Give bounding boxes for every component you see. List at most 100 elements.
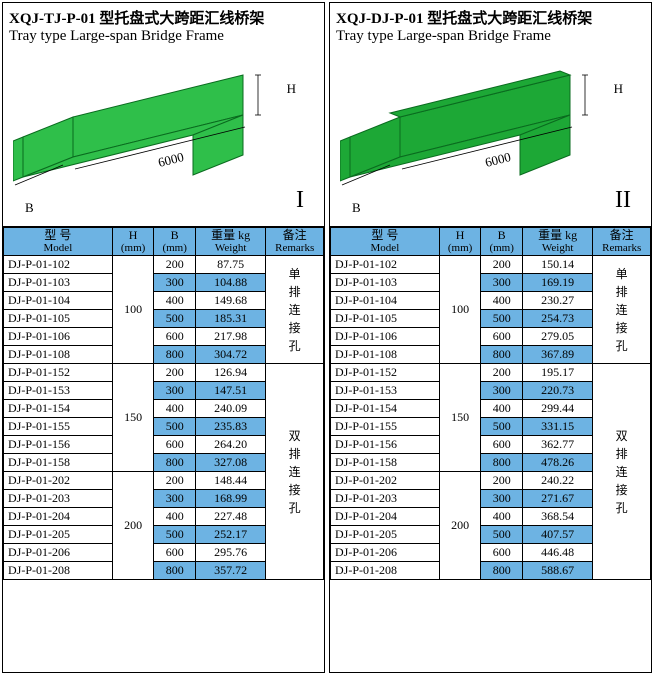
cell-model: DJ-P-01-202 xyxy=(331,472,440,490)
cell-model: DJ-P-01-154 xyxy=(4,400,113,418)
cell-b: 800 xyxy=(481,346,523,364)
cell-model: DJ-P-01-208 xyxy=(331,562,440,580)
cell-b: 400 xyxy=(154,508,196,526)
table-right: 型 号Model H(mm) B(mm) 重量 kgWeight 备注Remar… xyxy=(330,227,651,580)
cell-b: 600 xyxy=(481,436,523,454)
cell-b: 400 xyxy=(481,508,523,526)
tbody-right: DJ-P-01-102100200150.14单排连接孔DJ-P-01-1033… xyxy=(331,256,651,580)
cell-model: DJ-P-01-106 xyxy=(331,328,440,346)
cell-w: 169.19 xyxy=(522,274,592,292)
cell-w: 195.17 xyxy=(522,364,592,382)
cell-h: 150 xyxy=(112,364,154,472)
panel-right: XQJ-DJ-P-01 型托盘式大跨距汇线桥架 Tray type Large-… xyxy=(329,2,652,673)
cell-model: DJ-P-01-104 xyxy=(331,292,440,310)
cell-w: 149.68 xyxy=(195,292,265,310)
cell-remarks: 双排连接孔 xyxy=(593,364,651,580)
cell-b: 300 xyxy=(481,382,523,400)
cell-b: 400 xyxy=(481,400,523,418)
cell-w: 478.26 xyxy=(522,454,592,472)
th-r: 备注Remarks xyxy=(593,228,651,256)
cell-model: DJ-P-01-155 xyxy=(331,418,440,436)
cell-b: 200 xyxy=(481,256,523,274)
cell-model: DJ-P-01-105 xyxy=(4,310,113,328)
cell-w: 240.22 xyxy=(522,472,592,490)
header-left: XQJ-TJ-P-01 型托盘式大跨距汇线桥架 Tray type Large-… xyxy=(3,3,324,47)
cell-model: DJ-P-01-152 xyxy=(4,364,113,382)
cell-model: DJ-P-01-206 xyxy=(331,544,440,562)
cell-w: 368.54 xyxy=(522,508,592,526)
dim-h-right: H xyxy=(614,81,623,97)
cell-b: 800 xyxy=(481,454,523,472)
cell-w: 148.44 xyxy=(195,472,265,490)
th-w: 重量 kgWeight xyxy=(195,228,265,256)
cell-b: 400 xyxy=(154,400,196,418)
cell-b: 200 xyxy=(481,472,523,490)
tray-svg-right xyxy=(340,57,600,207)
cell-model: DJ-P-01-102 xyxy=(4,256,113,274)
cell-w: 407.57 xyxy=(522,526,592,544)
cell-w: 147.51 xyxy=(195,382,265,400)
cell-b: 500 xyxy=(481,418,523,436)
cell-w: 227.48 xyxy=(195,508,265,526)
dim-b-right: B xyxy=(352,200,361,216)
cell-b: 800 xyxy=(154,562,196,580)
panel-left: XQJ-TJ-P-01 型托盘式大跨距汇线桥架 Tray type Large-… xyxy=(2,2,325,673)
cell-w: 271.67 xyxy=(522,490,592,508)
cell-w: 588.67 xyxy=(522,562,592,580)
dim-b-left: B xyxy=(25,200,34,216)
cell-h: 100 xyxy=(112,256,154,364)
cell-model: DJ-P-01-105 xyxy=(331,310,440,328)
tbody-left: DJ-P-01-10210020087.75单排连接孔DJ-P-01-10330… xyxy=(4,256,324,580)
cell-b: 500 xyxy=(481,310,523,328)
diagram-right: H B 6000 II xyxy=(330,47,651,227)
cell-model: DJ-P-01-203 xyxy=(331,490,440,508)
cell-w: 446.48 xyxy=(522,544,592,562)
cell-b: 500 xyxy=(481,526,523,544)
th-model: 型 号Model xyxy=(4,228,113,256)
cell-w: 264.20 xyxy=(195,436,265,454)
cell-w: 220.73 xyxy=(522,382,592,400)
cell-w: 367.89 xyxy=(522,346,592,364)
cell-w: 299.44 xyxy=(522,400,592,418)
cell-model: DJ-P-01-102 xyxy=(331,256,440,274)
cell-h: 100 xyxy=(439,256,481,364)
cell-remarks: 单排连接孔 xyxy=(266,256,324,364)
cell-b: 200 xyxy=(154,364,196,382)
cell-model: DJ-P-01-158 xyxy=(331,454,440,472)
diagram-left: H B 6000 I xyxy=(3,47,324,227)
th-h: H(mm) xyxy=(112,228,154,256)
th-w: 重量 kgWeight xyxy=(522,228,592,256)
cell-b: 400 xyxy=(481,292,523,310)
cell-b: 200 xyxy=(154,256,196,274)
cell-h: 200 xyxy=(112,472,154,580)
cell-h: 200 xyxy=(439,472,481,580)
table-row: DJ-P-01-152150200126.94双排连接孔 xyxy=(4,364,324,382)
tray-svg-left xyxy=(13,57,273,207)
cell-w: 126.94 xyxy=(195,364,265,382)
table-row: DJ-P-01-152150200195.17双排连接孔 xyxy=(331,364,651,382)
cell-w: 331.15 xyxy=(522,418,592,436)
cell-b: 600 xyxy=(154,436,196,454)
cell-model: DJ-P-01-204 xyxy=(4,508,113,526)
title-en-left: Tray type Large-span Bridge Frame xyxy=(9,28,318,45)
table-row: DJ-P-01-102100200150.14单排连接孔 xyxy=(331,256,651,274)
cell-model: DJ-P-01-205 xyxy=(331,526,440,544)
roman-left: I xyxy=(296,187,304,214)
cell-model: DJ-P-01-104 xyxy=(4,292,113,310)
cell-w: 279.05 xyxy=(522,328,592,346)
cell-w: 362.77 xyxy=(522,436,592,454)
cell-b: 400 xyxy=(154,292,196,310)
table-row: DJ-P-01-10210020087.75单排连接孔 xyxy=(4,256,324,274)
cell-model: DJ-P-01-158 xyxy=(4,454,113,472)
header-right: XQJ-DJ-P-01 型托盘式大跨距汇线桥架 Tray type Large-… xyxy=(330,3,651,47)
cell-w: 168.99 xyxy=(195,490,265,508)
cell-w: 327.08 xyxy=(195,454,265,472)
title-cn-left: XQJ-TJ-P-01 型托盘式大跨距汇线桥架 xyxy=(9,7,318,28)
cell-w: 150.14 xyxy=(522,256,592,274)
cell-b: 300 xyxy=(154,382,196,400)
cell-b: 600 xyxy=(154,544,196,562)
cell-b: 300 xyxy=(154,274,196,292)
cell-w: 104.88 xyxy=(195,274,265,292)
cell-w: 217.98 xyxy=(195,328,265,346)
cell-model: DJ-P-01-153 xyxy=(4,382,113,400)
